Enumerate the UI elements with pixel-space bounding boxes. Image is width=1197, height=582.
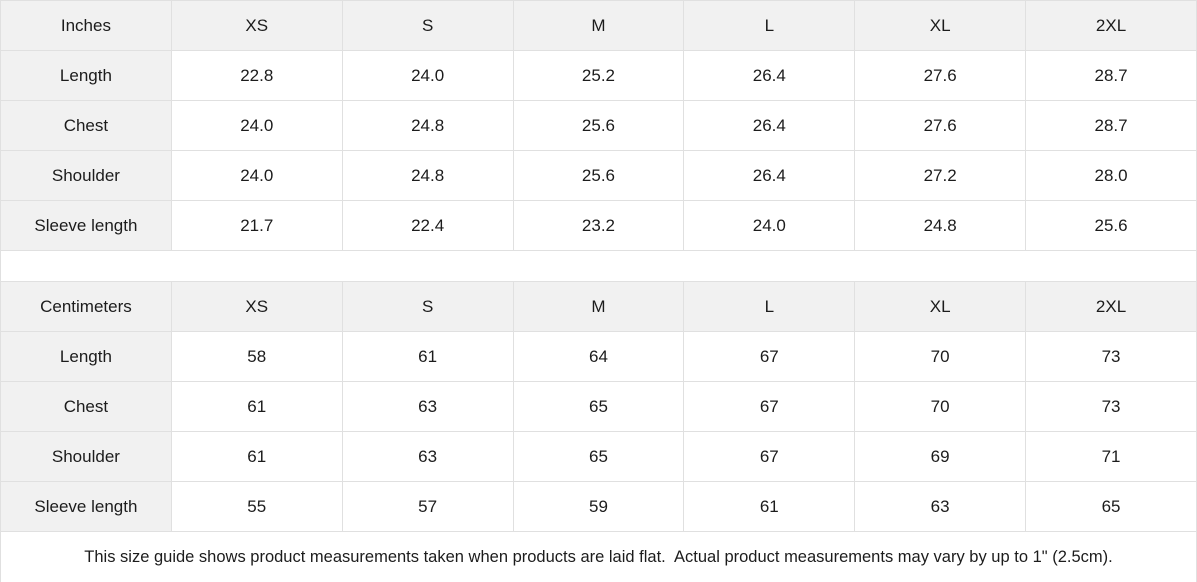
size-column-header: M	[512, 0, 685, 51]
measurement-label: Sleeve length	[0, 481, 172, 532]
measurement-value: 65	[512, 431, 685, 482]
measurement-label: Length	[0, 331, 172, 382]
measurement-value: 24.0	[341, 50, 514, 101]
measurement-value: 55	[170, 481, 343, 532]
unit-label: Centimeters	[0, 281, 172, 332]
measurement-value: 67	[683, 331, 856, 382]
measurement-value: 26.4	[683, 50, 856, 101]
measurement-value: 59	[512, 481, 685, 532]
measurement-value: 63	[341, 431, 514, 482]
measurement-value: 22.8	[170, 50, 343, 101]
measurement-value: 27.6	[854, 100, 1027, 151]
measurement-value: 24.0	[683, 200, 856, 251]
measurement-row: Chest 61 63 65 67 70 73	[0, 381, 1197, 432]
measurement-row: Sleeve length 55 57 59 61 63 65	[0, 481, 1197, 532]
measurement-value: 23.2	[512, 200, 685, 251]
measurement-label: Shoulder	[0, 150, 172, 201]
measurement-value: 71	[1025, 431, 1197, 482]
measurement-value: 27.6	[854, 50, 1027, 101]
measurement-value: 63	[341, 381, 514, 432]
measurement-label: Sleeve length	[0, 200, 172, 251]
size-column-header: XL	[854, 281, 1027, 332]
inches-size-table: Inches XS S M L XL 2XL Length 22.8 24.0 25.2 26.4 27…	[0, 0, 1197, 251]
measurement-value: 25.6	[1025, 200, 1197, 251]
measurement-value: 65	[512, 381, 685, 432]
measurement-row: Length 58 61 64 67 70 73	[0, 331, 1197, 382]
measurement-value: 25.6	[512, 150, 685, 201]
measurement-value: 73	[1025, 331, 1197, 382]
unit-label: Inches	[0, 0, 172, 51]
measurement-value: 26.4	[683, 150, 856, 201]
measurement-label: Chest	[0, 100, 172, 151]
size-column-header: XS	[170, 0, 343, 51]
size-column-header: L	[683, 281, 856, 332]
measurement-row: Sleeve length 21.7 22.4 23.2 24.0 24.8 25.6	[0, 200, 1197, 251]
size-guide-disclaimer: This size guide shows product measuremen…	[0, 532, 1197, 582]
size-column-header: M	[512, 281, 685, 332]
measurement-value: 21.7	[170, 200, 343, 251]
measurement-value: 22.4	[341, 200, 514, 251]
measurement-row: Shoulder 61 63 65 67 69 71	[0, 431, 1197, 482]
size-header-row: Inches XS S M L XL 2XL	[0, 0, 1197, 51]
size-column-header: L	[683, 0, 856, 51]
measurement-value: 61	[170, 431, 343, 482]
measurement-label: Chest	[0, 381, 172, 432]
measurement-value: 67	[683, 381, 856, 432]
table-gap	[0, 251, 1197, 281]
measurement-row: Chest 24.0 24.8 25.6 26.4 27.6 28.7	[0, 100, 1197, 151]
measurement-value: 27.2	[854, 150, 1027, 201]
measurement-value: 70	[854, 381, 1027, 432]
measurement-value: 24.8	[854, 200, 1027, 251]
measurement-label: Length	[0, 50, 172, 101]
measurement-value: 70	[854, 331, 1027, 382]
measurement-label: Shoulder	[0, 431, 172, 482]
measurement-row: Shoulder 24.0 24.8 25.6 26.4 27.2 28.0	[0, 150, 1197, 201]
size-column-header: XS	[170, 281, 343, 332]
measurement-value: 61	[341, 331, 514, 382]
measurement-value: 25.6	[512, 100, 685, 151]
size-column-header: 2XL	[1025, 0, 1197, 51]
size-column-header: 2XL	[1025, 281, 1197, 332]
measurement-value: 61	[683, 481, 856, 532]
centimeters-size-table: Centimeters XS S M L XL 2XL Length 58 61 64 67 70 73 C…	[0, 281, 1197, 532]
measurement-value: 28.7	[1025, 100, 1197, 151]
measurement-value: 24.0	[170, 150, 343, 201]
size-column-header: S	[341, 0, 514, 51]
size-header-row: Centimeters XS S M L XL 2XL	[0, 281, 1197, 332]
measurement-value: 24.8	[341, 150, 514, 201]
measurement-value: 58	[170, 331, 343, 382]
measurement-value: 28.0	[1025, 150, 1197, 201]
measurement-value: 64	[512, 331, 685, 382]
measurement-value: 24.8	[341, 100, 514, 151]
measurement-value: 61	[170, 381, 343, 432]
measurement-value: 65	[1025, 481, 1197, 532]
measurement-value: 63	[854, 481, 1027, 532]
measurement-value: 25.2	[512, 50, 685, 101]
size-column-header: XL	[854, 0, 1027, 51]
measurement-value: 28.7	[1025, 50, 1197, 101]
measurement-value: 67	[683, 431, 856, 482]
measurement-value: 24.0	[170, 100, 343, 151]
measurement-value: 73	[1025, 381, 1197, 432]
size-column-header: S	[341, 281, 514, 332]
measurement-value: 26.4	[683, 100, 856, 151]
measurement-row: Length 22.8 24.0 25.2 26.4 27.6 28.7	[0, 50, 1197, 101]
measurement-value: 57	[341, 481, 514, 532]
measurement-value: 69	[854, 431, 1027, 482]
